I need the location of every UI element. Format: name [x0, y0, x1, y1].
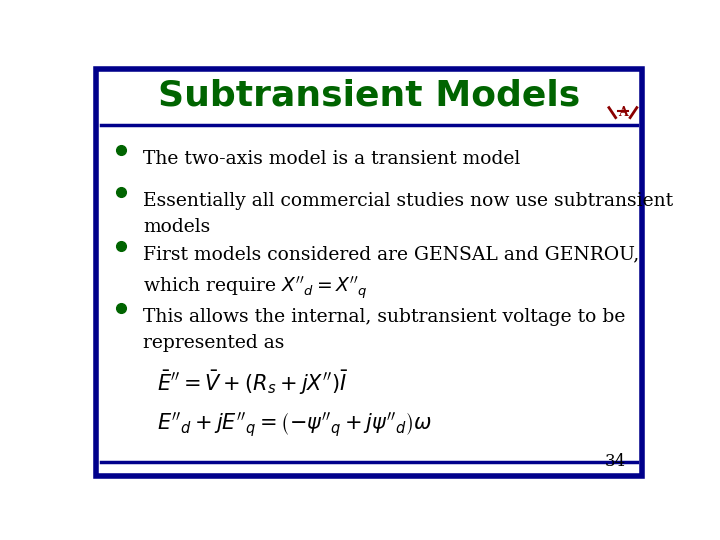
Text: A: A: [618, 106, 628, 119]
Text: Subtransient Models: Subtransient Models: [158, 79, 580, 113]
Text: $\bar{E}'' = \bar{V} + (R_s + jX'')\bar{I}$: $\bar{E}'' = \bar{V} + (R_s + jX'')\bar{…: [157, 369, 348, 397]
Text: Essentially all commercial studies now use subtransient
models: Essentially all commercial studies now u…: [143, 192, 673, 236]
FancyBboxPatch shape: [96, 69, 642, 476]
Text: 34: 34: [604, 453, 626, 470]
Text: This allows the internal, subtransient voltage to be
represented as: This allows the internal, subtransient v…: [143, 308, 626, 353]
Text: First models considered are GENSAL and GENROU,
which require $X''_d = X''_q$: First models considered are GENSAL and G…: [143, 246, 639, 301]
Text: $E''_d + jE''_q = \left(-\psi''_q + j\psi''_d\right)\omega$: $E''_d + jE''_q = \left(-\psi''_q + j\ps…: [157, 410, 432, 439]
Text: The two-axis model is a transient model: The two-axis model is a transient model: [143, 150, 521, 168]
